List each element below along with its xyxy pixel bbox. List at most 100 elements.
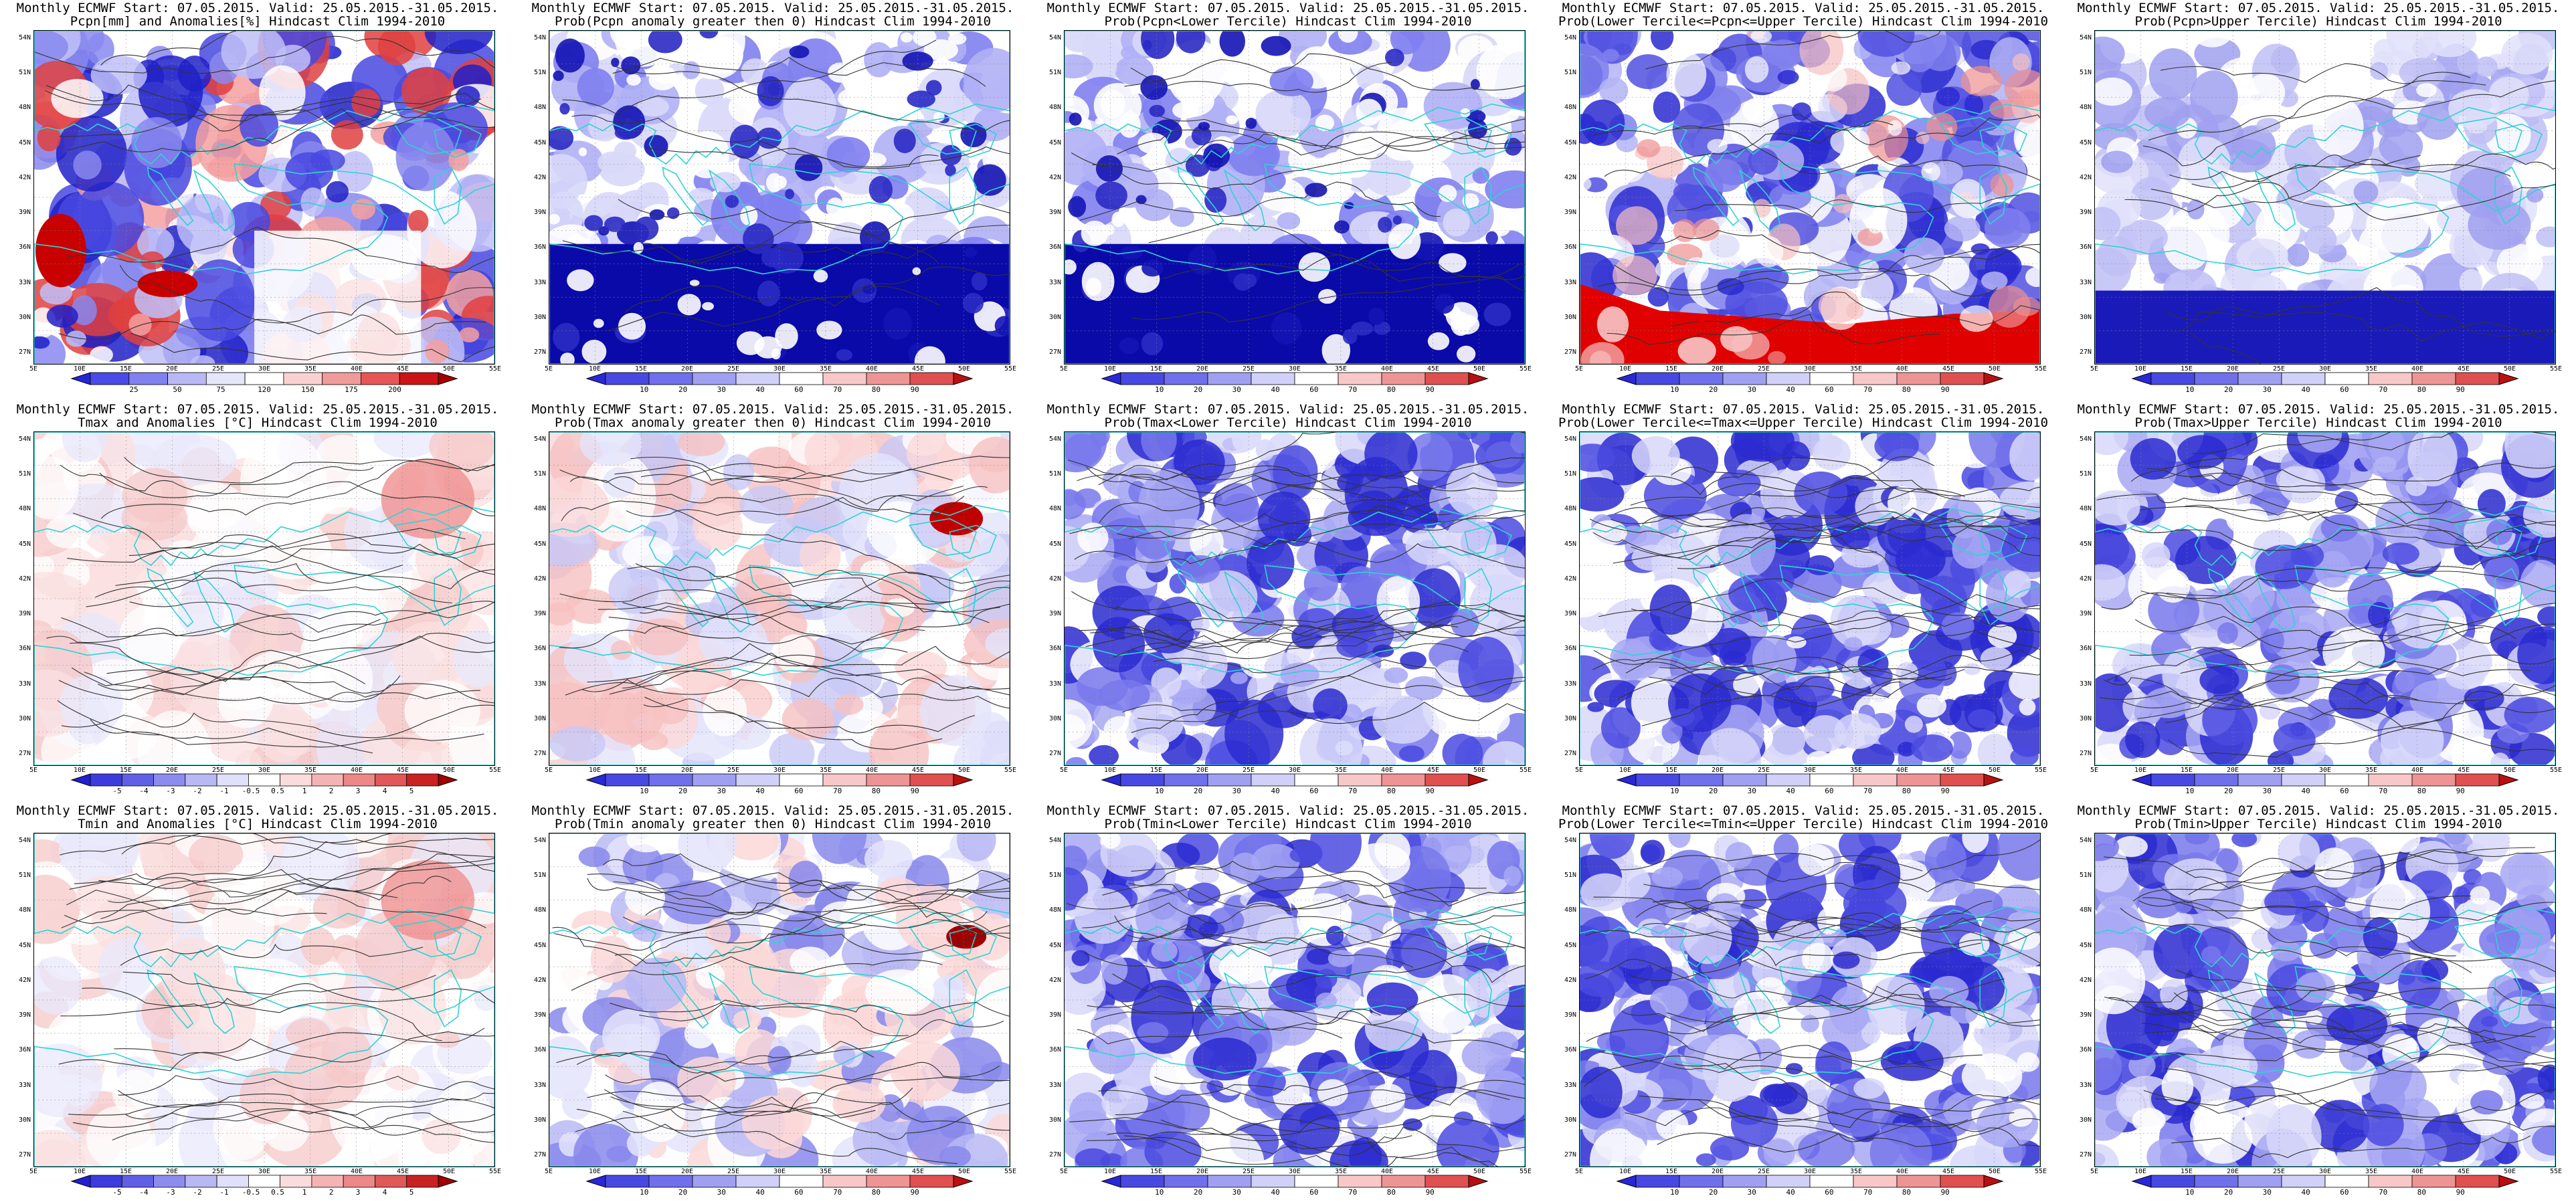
field-blob [948, 33, 967, 45]
longitude-tick-label: 50E [957, 365, 971, 373]
latitude-tick-label: 42N [1048, 173, 1061, 181]
colorbar-segment [2194, 372, 2239, 385]
field-blob [1615, 155, 1645, 183]
field-blob [2286, 243, 2310, 267]
colorbar-segment [1338, 372, 1382, 385]
field-blob [337, 150, 373, 193]
contour-line [1645, 31, 1941, 70]
coastline [34, 163, 494, 364]
colorbar-min-triangle [2131, 372, 2152, 385]
field-blob [1580, 1066, 1623, 1118]
field-blob [1169, 573, 1187, 594]
contour-line [2184, 502, 2555, 550]
colorbar-tick-label: -1 [219, 1188, 229, 1197]
contour-line [1077, 432, 1525, 482]
panel-title: Monthly ECMWF Start: 07.05.2015. Valid: … [531, 803, 1014, 818]
longitude-tick-label: 40E [1896, 767, 1909, 774]
latitude-tick-label: 27N [1564, 1151, 1576, 1159]
latitude-tick-label: 27N [2079, 750, 2092, 757]
field-blob [1313, 688, 1348, 723]
longitude-tick-label: 55E [2549, 365, 2563, 373]
field-blob [1853, 1078, 1885, 1099]
colorbar-segment [1164, 1175, 1208, 1188]
colorbar-segment [1207, 1175, 1252, 1188]
colorbar-segment [1896, 773, 1941, 787]
contour-line [2166, 571, 2555, 597]
field-blob [2366, 197, 2429, 253]
field-blob [1140, 75, 1168, 100]
field-blob [1227, 133, 1280, 177]
contour-line [72, 512, 466, 550]
coastline [549, 432, 1010, 567]
panel-subtitle: Prob(Tmax>Upper Tercile) Hindcast Clim 1… [2134, 415, 2502, 430]
field-blob [1351, 321, 1374, 336]
latitude-tick-label: 54N [2079, 435, 2092, 443]
field-blob [634, 216, 659, 241]
panel-title: Monthly ECMWF Start: 07.05.2015. Valid: … [2077, 402, 2560, 417]
colorbar-tick-label: 20 [1193, 385, 1203, 394]
colorbar-segment [1896, 1175, 1941, 1188]
contour-line [119, 264, 494, 324]
field-blob [2096, 235, 2137, 277]
colorbar-segment [909, 1175, 954, 1188]
longitude-tick-label: 25E [1242, 767, 1255, 774]
field-blob [1777, 70, 1799, 85]
colorbar-tick-label: 40 [1271, 787, 1280, 795]
field-blob [1730, 610, 1752, 625]
map-frame [33, 30, 495, 365]
longitude-tick-label: 15E [634, 767, 648, 774]
field-blob [1984, 207, 2031, 249]
latitude-tick-label: 30N [533, 714, 546, 722]
latitude-tick-label: 36N [18, 1046, 31, 1054]
contour-line [1153, 643, 1469, 674]
latitude-tick-label: 30N [18, 714, 31, 722]
colorbar-segment [2368, 773, 2413, 787]
field-blob [560, 353, 575, 364]
longitude-tick-label: 55E [1519, 365, 1532, 373]
colorbar-segment [343, 1175, 375, 1188]
coastline [1065, 163, 1525, 364]
latitude-tick-label: 54N [1564, 435, 1576, 443]
field-blob [122, 468, 188, 523]
field-blob [2245, 73, 2286, 112]
latitude-tick-label: 36N [1564, 1046, 1576, 1054]
colorbar [585, 372, 974, 385]
field-blob [1601, 707, 1641, 749]
field-blob [1271, 312, 1302, 344]
field-blob [885, 597, 915, 617]
colorbar-segment [692, 773, 737, 787]
latitude-tick-label: 42N [1564, 976, 1576, 984]
field-blob [1483, 740, 1525, 765]
latitude-tick-label: 45N [533, 540, 546, 548]
field-blob [1944, 215, 1981, 242]
contour-line [100, 31, 237, 66]
coastline [193, 571, 236, 633]
colorbar-tick-label: 30 [1747, 787, 1756, 795]
latitude-tick-label: 39N [18, 610, 31, 618]
field-blob [1649, 985, 1688, 1017]
latitude-tick-label: 48N [533, 906, 546, 914]
field-blob [1245, 117, 1257, 129]
field-blob [2144, 97, 2191, 129]
field-blob [1089, 744, 1119, 765]
colorbar-tick-label: 20 [1708, 385, 1718, 394]
field-blob [1398, 745, 1424, 763]
field-blob [2095, 36, 2125, 70]
field-blob [733, 1010, 762, 1031]
contour-line [1631, 601, 1983, 630]
field-blob [1763, 31, 1801, 44]
longitude-tick-label: 55E [1004, 1168, 1017, 1175]
longitude-tick-label: 5E [29, 767, 38, 774]
field-blob [2009, 432, 2040, 481]
field-blob [1131, 979, 1194, 1054]
latitude-tick-label: 45N [1564, 138, 1576, 146]
colorbar-tick-label: 90 [1425, 787, 1435, 795]
latitude-tick-label: 36N [1048, 243, 1061, 252]
contour-line [645, 146, 1010, 167]
coastline [662, 567, 709, 627]
panel-title: Monthly ECMWF Start: 07.05.2015. Valid: … [1562, 1, 2045, 15]
field-blob [769, 732, 815, 765]
contour-line [565, 657, 1010, 696]
field-blob [648, 31, 682, 54]
map-frame [1579, 30, 2041, 365]
